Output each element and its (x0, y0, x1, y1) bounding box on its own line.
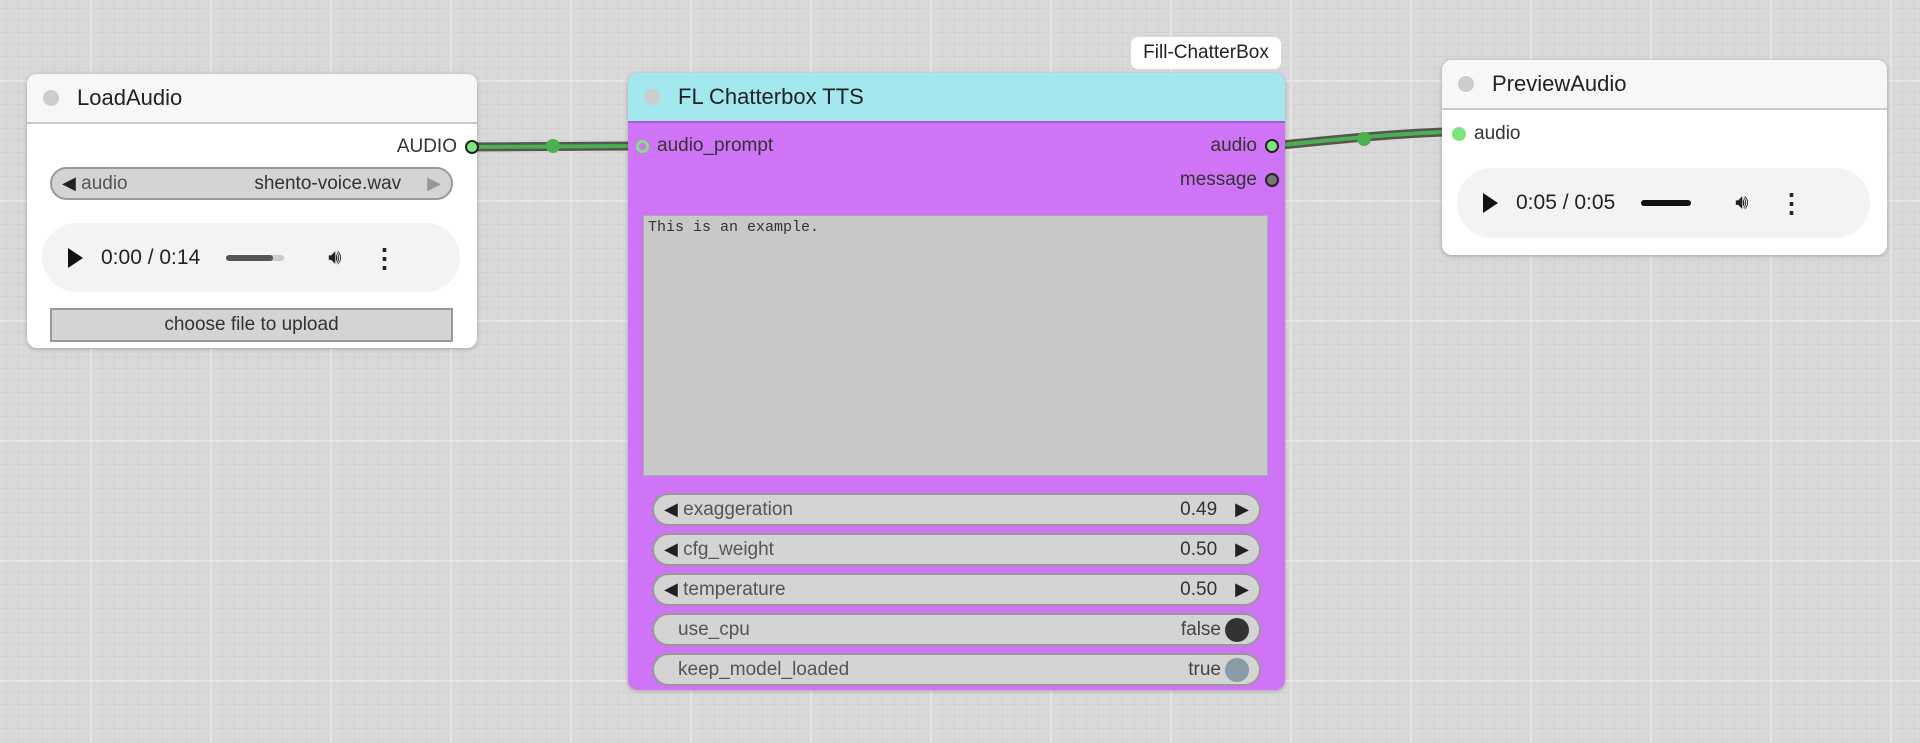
node-badge: Fill-ChatterBox (1131, 37, 1281, 69)
progress-slider[interactable] (1641, 200, 1692, 206)
collapse-dot-icon[interactable] (1458, 76, 1474, 92)
node-title-bar[interactable]: LoadAudio (27, 74, 477, 124)
slot-label: message (1179, 169, 1257, 190)
node-title-bar[interactable]: PreviewAudio (1442, 60, 1887, 110)
volume-icon[interactable]: 🔊︎ (328, 245, 342, 269)
widget-exaggeration[interactable]: ◀ exaggeration 0.49 ▶ (652, 493, 1261, 526)
slot-label: audio (1474, 123, 1521, 144)
output-socket-icon[interactable] (465, 140, 479, 154)
player-time: 0:05 / 0:05 (1516, 191, 1616, 214)
arrow-left-icon[interactable]: ◀ (664, 539, 678, 559)
node-title: FL Chatterbox TTS (678, 84, 864, 109)
more-options-icon[interactable]: ⋮ (1778, 188, 1805, 218)
arrow-right-icon[interactable]: ▶ (1235, 579, 1249, 599)
output-socket-icon[interactable] (1265, 139, 1279, 153)
input-socket-icon[interactable] (1452, 127, 1466, 141)
volume-icon[interactable]: 🔊︎ (1735, 191, 1749, 214)
chatterbox-node[interactable]: FL Chatterbox TTS audio_prompt audio mes… (628, 73, 1285, 690)
node-title: LoadAudio (77, 85, 183, 110)
link-midpoint (546, 139, 560, 153)
input-slot-audio-prompt[interactable]: audio_prompt (636, 135, 773, 157)
arrow-right-icon[interactable]: ▶ (427, 173, 441, 193)
node-title-bar[interactable]: FL Chatterbox TTS (628, 73, 1285, 123)
toggle-value: true (1188, 658, 1221, 680)
player-time: 0:00 / 0:14 (101, 245, 201, 269)
toggle-label: keep_model_loaded (678, 658, 850, 680)
widget-label: exaggeration (683, 498, 793, 520)
text-input[interactable]: This is an example. (643, 215, 1268, 476)
audio-combo[interactable]: ◀ audio shento-voice.wav ▶ (50, 167, 453, 200)
link-midpoint (1357, 132, 1371, 146)
widget-temperature[interactable]: ◀ temperature 0.50 ▶ (652, 573, 1261, 606)
input-socket-icon[interactable] (636, 139, 649, 153)
collapse-dot-icon[interactable] (644, 89, 660, 105)
widget-value: 0.49 (1180, 498, 1218, 520)
output-slot-audio[interactable]: AUDIO (397, 136, 479, 158)
arrow-left-icon[interactable]: ◀ (664, 579, 678, 599)
audio-player[interactable]: 0:00 / 0:14 🔊︎ ⋮ (42, 223, 460, 292)
slot-label: audio_prompt (657, 135, 774, 156)
node-title: PreviewAudio (1492, 71, 1627, 96)
upload-button[interactable]: choose file to upload (50, 308, 453, 342)
output-slot-audio[interactable]: audio (1210, 135, 1279, 157)
more-options-icon[interactable]: ⋮ (371, 242, 398, 273)
audio-player[interactable]: 0:05 / 0:05 🔊︎ ⋮ (1457, 168, 1870, 238)
output-slot-message[interactable]: message (1180, 169, 1279, 191)
widget-cfg-weight[interactable]: ◀ cfg_weight 0.50 ▶ (652, 533, 1261, 566)
toggle-on-icon[interactable] (1225, 657, 1249, 682)
volume-slider[interactable] (226, 254, 285, 261)
arrow-right-icon[interactable]: ▶ (1235, 499, 1249, 519)
widget-label: temperature (683, 578, 786, 600)
output-socket-icon[interactable] (1265, 173, 1279, 187)
arrow-left-icon[interactable]: ◀ (62, 173, 76, 193)
widget-value: 0.50 (1180, 578, 1218, 600)
toggle-value: false (1180, 618, 1221, 640)
widget-value: 0.50 (1180, 538, 1218, 560)
toggle-off-icon[interactable] (1225, 617, 1249, 642)
play-icon[interactable] (68, 247, 83, 268)
toggle-label: use_cpu (678, 618, 750, 640)
slot-label: audio (1210, 135, 1258, 156)
play-icon[interactable] (1483, 193, 1498, 213)
input-slot-audio[interactable]: audio (1452, 123, 1521, 145)
arrow-left-icon[interactable]: ◀ (664, 499, 678, 519)
load-audio-node[interactable]: LoadAudio AUDIO ◀ audio shento-voice.wav ▶… (27, 74, 479, 348)
toggle-keep-model-loaded[interactable]: keep_model_loaded true (652, 653, 1261, 686)
arrow-right-icon[interactable]: ▶ (1235, 539, 1249, 559)
widget-label: cfg_weight (683, 538, 774, 560)
collapse-dot-icon[interactable] (43, 90, 59, 106)
slot-label: AUDIO (396, 136, 457, 157)
toggle-use-cpu[interactable]: use_cpu false (652, 613, 1261, 646)
combo-value: shento-voice.wav (254, 172, 402, 194)
combo-label: audio (81, 172, 128, 194)
preview-audio-node[interactable]: PreviewAudio audio 0:05 / 0:05 🔊︎ ⋮ (1442, 60, 1887, 255)
